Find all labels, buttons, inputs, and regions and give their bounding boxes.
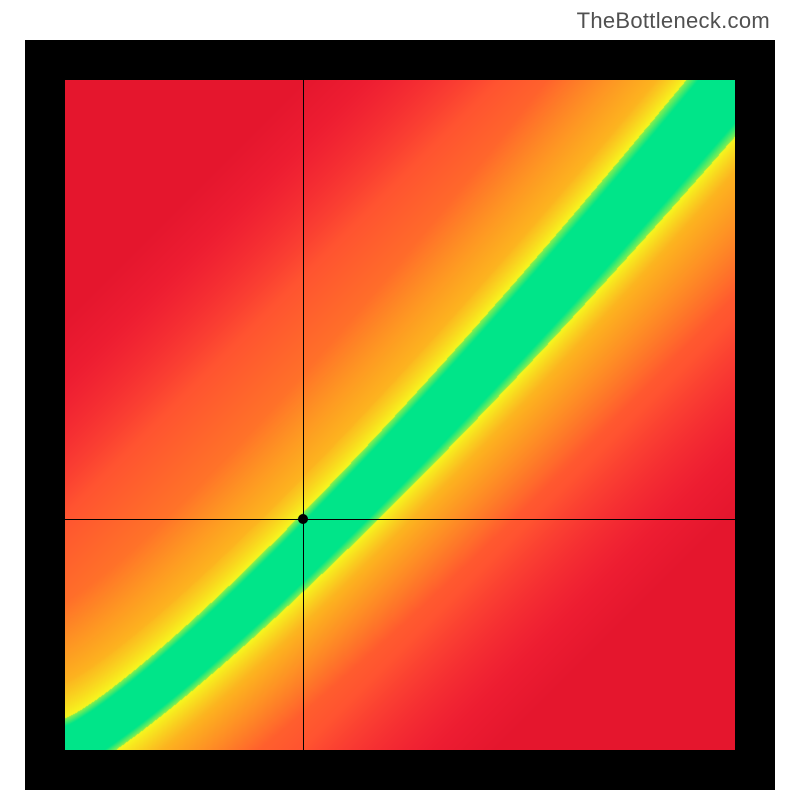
watermark-text: TheBottleneck.com <box>577 8 770 34</box>
chart-container: TheBottleneck.com <box>0 0 800 800</box>
plot-area <box>65 80 735 750</box>
heatmap-canvas <box>65 80 735 750</box>
crosshair-horizontal <box>65 519 735 520</box>
crosshair-vertical <box>303 80 304 750</box>
crosshair-marker <box>298 514 308 524</box>
